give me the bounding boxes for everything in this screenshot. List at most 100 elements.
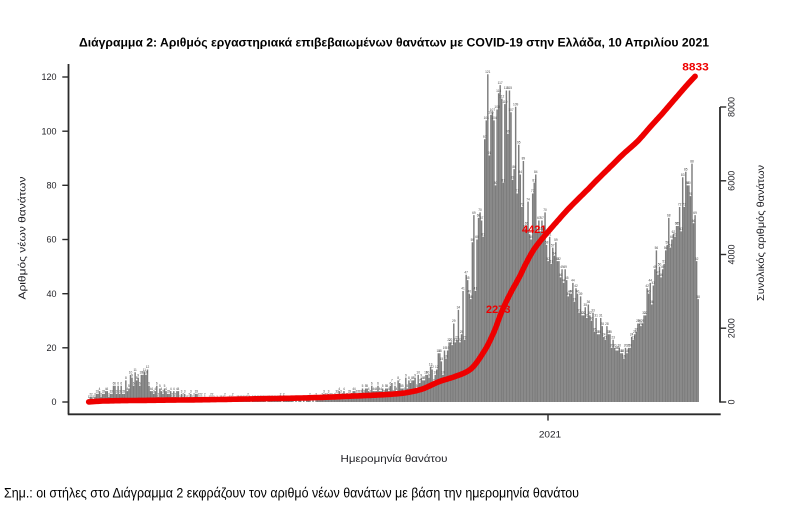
svg-text:4: 4 <box>105 387 107 391</box>
svg-text:121: 121 <box>485 70 491 74</box>
svg-text:2: 2 <box>280 392 282 396</box>
svg-text:3: 3 <box>109 390 111 394</box>
svg-text:5: 5 <box>159 384 161 388</box>
svg-text:Συνολικός αριθμός θανάτων: Συνολικός αριθμός θανάτων <box>755 165 767 301</box>
svg-text:3: 3 <box>359 390 361 394</box>
svg-text:5: 5 <box>128 384 130 388</box>
svg-text:10: 10 <box>141 371 145 375</box>
svg-text:3: 3 <box>340 390 342 394</box>
svg-text:4: 4 <box>165 387 167 391</box>
svg-text:2: 2 <box>171 392 173 396</box>
svg-text:8: 8 <box>413 376 415 380</box>
svg-text:46: 46 <box>659 273 663 277</box>
svg-text:84: 84 <box>534 170 538 174</box>
svg-text:74: 74 <box>526 197 530 201</box>
svg-text:65: 65 <box>675 222 679 226</box>
svg-text:31: 31 <box>599 314 603 318</box>
svg-text:7: 7 <box>433 379 435 383</box>
svg-text:20: 20 <box>628 344 632 348</box>
svg-text:25: 25 <box>460 330 464 334</box>
svg-text:9: 9 <box>137 373 139 377</box>
svg-text:104: 104 <box>491 116 497 120</box>
svg-text:12: 12 <box>430 365 434 369</box>
svg-text:4: 4 <box>388 387 390 391</box>
svg-text:37: 37 <box>573 297 577 301</box>
svg-text:100: 100 <box>41 126 56 136</box>
svg-text:10: 10 <box>424 371 428 375</box>
svg-text:3: 3 <box>167 390 169 394</box>
svg-text:89: 89 <box>522 157 526 161</box>
svg-text:4: 4 <box>161 387 163 391</box>
svg-text:44: 44 <box>648 279 652 283</box>
svg-text:2: 2 <box>232 392 234 396</box>
svg-text:2: 2 <box>91 392 93 396</box>
svg-text:5: 5 <box>400 384 402 388</box>
svg-text:62: 62 <box>528 230 532 234</box>
svg-text:Ημερομηνία θανάτου: Ημερομηνία θανάτου <box>341 453 448 465</box>
svg-text:3: 3 <box>181 390 183 394</box>
svg-text:69: 69 <box>693 211 697 215</box>
svg-text:4: 4 <box>178 387 180 391</box>
svg-text:36: 36 <box>587 300 591 304</box>
svg-text:10: 10 <box>433 371 437 375</box>
svg-text:10: 10 <box>426 371 430 375</box>
svg-text:1: 1 <box>191 395 193 399</box>
svg-text:84: 84 <box>519 170 523 174</box>
svg-text:29: 29 <box>452 319 456 323</box>
svg-text:40: 40 <box>467 289 471 293</box>
svg-text:4: 4 <box>106 387 108 391</box>
svg-text:4: 4 <box>154 387 156 391</box>
svg-text:5: 5 <box>406 384 408 388</box>
svg-text:3: 3 <box>123 390 125 394</box>
svg-text:40: 40 <box>576 289 580 293</box>
svg-text:120: 120 <box>41 72 56 82</box>
svg-text:115: 115 <box>504 86 509 90</box>
svg-text:24: 24 <box>630 333 634 337</box>
svg-text:3: 3 <box>323 390 325 394</box>
svg-text:39: 39 <box>566 292 570 296</box>
svg-text:3: 3 <box>184 390 186 394</box>
svg-text:23: 23 <box>604 335 608 339</box>
svg-text:3: 3 <box>111 390 113 394</box>
svg-text:9: 9 <box>414 373 416 377</box>
svg-text:43: 43 <box>652 281 656 285</box>
svg-text:6: 6 <box>371 381 373 385</box>
svg-text:30: 30 <box>590 316 594 320</box>
svg-text:10: 10 <box>441 371 445 375</box>
svg-text:20: 20 <box>624 344 628 348</box>
svg-text:31: 31 <box>585 314 589 318</box>
svg-text:19: 19 <box>446 346 450 350</box>
svg-text:72: 72 <box>520 203 524 207</box>
svg-text:85: 85 <box>684 167 688 171</box>
svg-text:8000: 8000 <box>727 97 737 117</box>
svg-text:3: 3 <box>190 390 192 394</box>
svg-text:18: 18 <box>621 349 625 353</box>
svg-text:8: 8 <box>397 376 399 380</box>
svg-text:2: 2 <box>329 392 331 396</box>
svg-text:56: 56 <box>664 246 668 250</box>
svg-text:23: 23 <box>463 335 467 339</box>
svg-text:4: 4 <box>170 387 172 391</box>
svg-text:62: 62 <box>672 230 676 234</box>
svg-text:5: 5 <box>365 384 367 388</box>
svg-text:2: 2 <box>283 392 285 396</box>
svg-text:35: 35 <box>583 303 587 307</box>
svg-text:2: 2 <box>309 392 311 396</box>
svg-text:23: 23 <box>455 335 459 339</box>
svg-text:4: 4 <box>354 387 356 391</box>
svg-text:18: 18 <box>625 349 629 353</box>
svg-text:3: 3 <box>348 390 350 394</box>
svg-text:2: 2 <box>108 392 110 396</box>
svg-text:60: 60 <box>475 235 479 239</box>
svg-text:3: 3 <box>97 390 99 394</box>
svg-text:4: 4 <box>403 387 405 391</box>
svg-text:26: 26 <box>593 327 597 331</box>
svg-text:32: 32 <box>580 311 584 315</box>
svg-text:42: 42 <box>645 284 649 288</box>
svg-text:49: 49 <box>560 265 564 269</box>
svg-text:2: 2 <box>157 392 159 396</box>
svg-text:3: 3 <box>195 390 197 394</box>
svg-text:0: 0 <box>51 397 56 407</box>
svg-text:109: 109 <box>513 102 519 106</box>
svg-text:58: 58 <box>665 241 669 245</box>
